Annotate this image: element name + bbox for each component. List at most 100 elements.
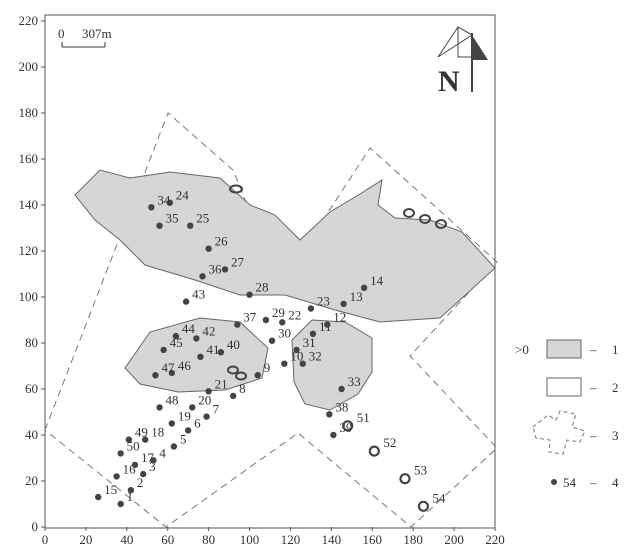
point-label: 29 — [272, 305, 285, 320]
point-marker — [281, 360, 288, 367]
x-tick-label: 80 — [202, 532, 215, 546]
legend-item-3-swatch — [532, 410, 586, 455]
point-marker — [156, 222, 163, 229]
point-marker — [125, 436, 133, 443]
dashed-cross-outline — [44, 112, 498, 528]
point-label: 19 — [178, 409, 191, 424]
ring-layer: 51 52 53 54 — [342, 410, 446, 512]
point-label: 14 — [370, 273, 384, 288]
point-label: 42 — [202, 323, 215, 338]
point-label: 1 — [127, 489, 134, 504]
x-tick-label: 60 — [161, 532, 174, 546]
point-label: 18 — [151, 425, 164, 440]
ring-label: 51 — [357, 410, 370, 425]
point-marker — [170, 443, 178, 450]
point-marker — [221, 266, 229, 273]
point-marker — [187, 222, 194, 229]
point-marker — [117, 450, 124, 457]
point-marker — [326, 411, 333, 418]
plot-frame — [44, 14, 496, 529]
point-marker — [293, 346, 300, 354]
point-label: 12 — [333, 310, 346, 325]
legend-item-1-swatch — [546, 339, 582, 359]
point-marker — [193, 335, 200, 342]
legend-item-1-symbol-text: >0 — [515, 342, 529, 357]
y-tick-label: 60 — [25, 381, 38, 396]
point-marker — [338, 385, 345, 393]
y-tick-label: 140 — [19, 197, 39, 212]
point-label: 50 — [127, 438, 140, 453]
point-marker — [131, 461, 139, 469]
y-tick-label: 160 — [19, 151, 39, 166]
point-label: 31 — [303, 335, 316, 350]
point-label: 38 — [335, 399, 348, 414]
point-label: 37 — [243, 310, 256, 325]
y-tick-label: 180 — [19, 105, 39, 120]
x-tick-label: 100 — [240, 532, 260, 546]
x-tick-label: 140 — [322, 532, 342, 546]
ring-marker — [417, 500, 430, 512]
point-label: 43 — [192, 287, 205, 302]
point-layer: 1234567891011121314151617181920212223242… — [94, 188, 384, 508]
point-label: 24 — [176, 188, 190, 203]
point-marker — [150, 457, 157, 464]
north-letter: N — [438, 65, 460, 98]
point-marker — [262, 316, 270, 324]
point-label: 10 — [290, 349, 303, 364]
legend-item-1-label: 1 — [612, 342, 619, 357]
legend-item-3-label: 3 — [612, 428, 619, 443]
point-marker — [324, 321, 331, 328]
point-marker — [113, 473, 120, 480]
point-marker — [142, 436, 149, 443]
point-marker — [246, 291, 253, 298]
y-tick-label: 220 — [19, 13, 39, 28]
point-label: 46 — [178, 358, 192, 373]
scale-bar: 0 307m — [58, 26, 112, 48]
outline-ovals — [227, 184, 447, 381]
point-label: 36 — [209, 261, 223, 276]
point-marker — [156, 404, 163, 411]
point-label: 6 — [194, 415, 201, 430]
point-marker — [182, 298, 190, 305]
shaded-area-left — [124, 317, 269, 393]
shaded-area-right — [291, 319, 373, 411]
point-marker — [197, 353, 204, 360]
point-marker — [205, 245, 212, 252]
point-marker — [340, 300, 347, 308]
point-marker — [268, 337, 276, 344]
point-label: 49 — [135, 425, 148, 440]
y-tick-label: 40 — [25, 427, 38, 442]
point-marker — [152, 372, 159, 379]
svg-text:–: – — [589, 342, 597, 357]
point-marker — [168, 369, 176, 377]
point-label: 3 — [149, 459, 156, 474]
svg-text:–: – — [589, 475, 597, 490]
point-marker — [299, 360, 306, 367]
x-tick-label: 20 — [79, 532, 92, 546]
x-tick-label: 220 — [485, 532, 505, 546]
ring-label: 53 — [414, 463, 427, 478]
point-marker — [203, 413, 210, 420]
y-tick-label: 20 — [25, 473, 38, 488]
scale-zero-label: 0 — [58, 26, 65, 41]
point-label: 41 — [206, 342, 219, 357]
point-marker — [117, 500, 124, 508]
point-marker — [168, 420, 176, 427]
north-arrow-icon: N — [437, 26, 488, 98]
y-tick-label: 100 — [19, 289, 39, 304]
point-marker — [94, 493, 102, 501]
ring-marker — [399, 473, 411, 485]
point-marker — [330, 431, 337, 439]
point-marker — [184, 427, 192, 434]
x-tick-label: 160 — [363, 532, 383, 546]
x-tick-label: 0 — [42, 532, 49, 546]
point-marker — [127, 487, 135, 494]
y-tick-label: 200 — [19, 59, 39, 74]
legend-item-2-swatch — [546, 377, 582, 397]
legend: >0 – 1 – 2 – 3 54 – 4 — [515, 339, 619, 490]
point-label: 33 — [348, 374, 361, 389]
ring-marker — [342, 420, 354, 432]
point-marker — [139, 470, 147, 478]
